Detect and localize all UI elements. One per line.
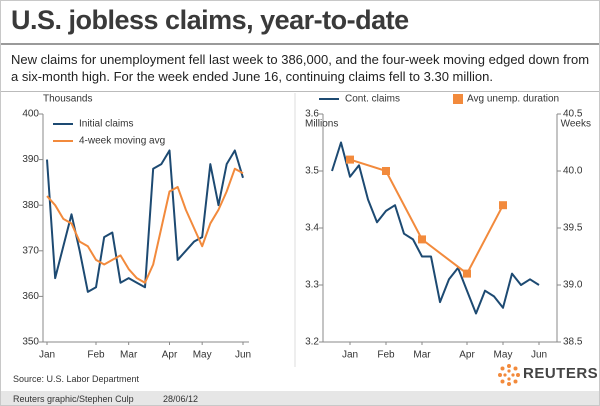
y-tick-label: 3.6 bbox=[305, 109, 319, 120]
footer bbox=[1, 391, 599, 405]
y-tick-label: 390 bbox=[22, 154, 39, 165]
date: 28/06/12 bbox=[163, 394, 199, 404]
legend-label: Cont. claims bbox=[345, 94, 400, 105]
x-tick-label: Apr bbox=[162, 350, 178, 361]
marker bbox=[382, 167, 390, 175]
y-tick-label: 380 bbox=[22, 200, 39, 211]
y-tick-label: 3.2 bbox=[305, 337, 319, 348]
x-tick-label: Jan bbox=[342, 350, 358, 361]
legend-label: 4-week moving avg bbox=[79, 136, 165, 147]
legend-swatch bbox=[453, 94, 463, 104]
y-tick-label: 400 bbox=[22, 109, 39, 120]
series-line bbox=[46, 149, 244, 293]
legend-label: Avg unemp. duration bbox=[467, 94, 559, 105]
y2-axis-title: Weeks bbox=[561, 119, 591, 130]
x-tick-label: Jun bbox=[235, 350, 251, 361]
marker bbox=[499, 201, 507, 210]
series-line bbox=[46, 167, 244, 284]
y-tick-label: 3.4 bbox=[305, 223, 319, 234]
y-tick-label: 3.3 bbox=[305, 280, 319, 291]
x-tick-label: Apr bbox=[459, 350, 475, 361]
x-tick-label: Mar bbox=[413, 350, 431, 361]
x-tick-label: May bbox=[494, 350, 513, 361]
source: Source: U.S. Labor Department bbox=[13, 374, 140, 384]
x-tick-label: Mar bbox=[120, 350, 138, 361]
y-tick-label: 370 bbox=[22, 245, 39, 256]
x-tick-label: Feb bbox=[87, 350, 105, 361]
rule bbox=[1, 43, 599, 45]
series-line bbox=[331, 141, 540, 315]
y2-tick-label: 39.0 bbox=[563, 280, 583, 291]
y-tick-label: 350 bbox=[22, 337, 39, 348]
logo: REUTERS bbox=[523, 365, 599, 382]
charts: 350 360 370 380 390 400 Thousands Jan Feb Mar Apr M… bbox=[22, 93, 591, 367]
subtitle: New claims for unemployment fell last we… bbox=[11, 52, 590, 84]
x-tick-label: Jun bbox=[531, 350, 547, 361]
y2-tick-label: 40.0 bbox=[563, 166, 583, 177]
x-tick-label: Jan bbox=[39, 350, 55, 361]
x-tick-label: May bbox=[193, 350, 212, 361]
title: U.S. jobless claims, year-to-date bbox=[11, 5, 409, 35]
y-tick-label: 360 bbox=[22, 291, 39, 302]
marker bbox=[418, 235, 426, 244]
logo-mark bbox=[498, 364, 520, 386]
y2-tick-label: 40.5 bbox=[563, 109, 583, 120]
marker bbox=[346, 155, 354, 164]
y2-tick-label: 39.5 bbox=[563, 223, 583, 234]
y-axis-title: Thousands bbox=[43, 94, 92, 105]
marker bbox=[463, 269, 471, 278]
y2-tick-label: 38.5 bbox=[563, 337, 583, 348]
credit: Reuters graphic/Stephen Culp bbox=[13, 394, 134, 404]
rule bbox=[1, 91, 599, 92]
y-tick-label: 3.5 bbox=[305, 166, 319, 177]
x-tick-label: Feb bbox=[377, 350, 395, 361]
legend-label: Initial claims bbox=[79, 119, 133, 130]
y-axis-title: Millions bbox=[305, 119, 338, 130]
